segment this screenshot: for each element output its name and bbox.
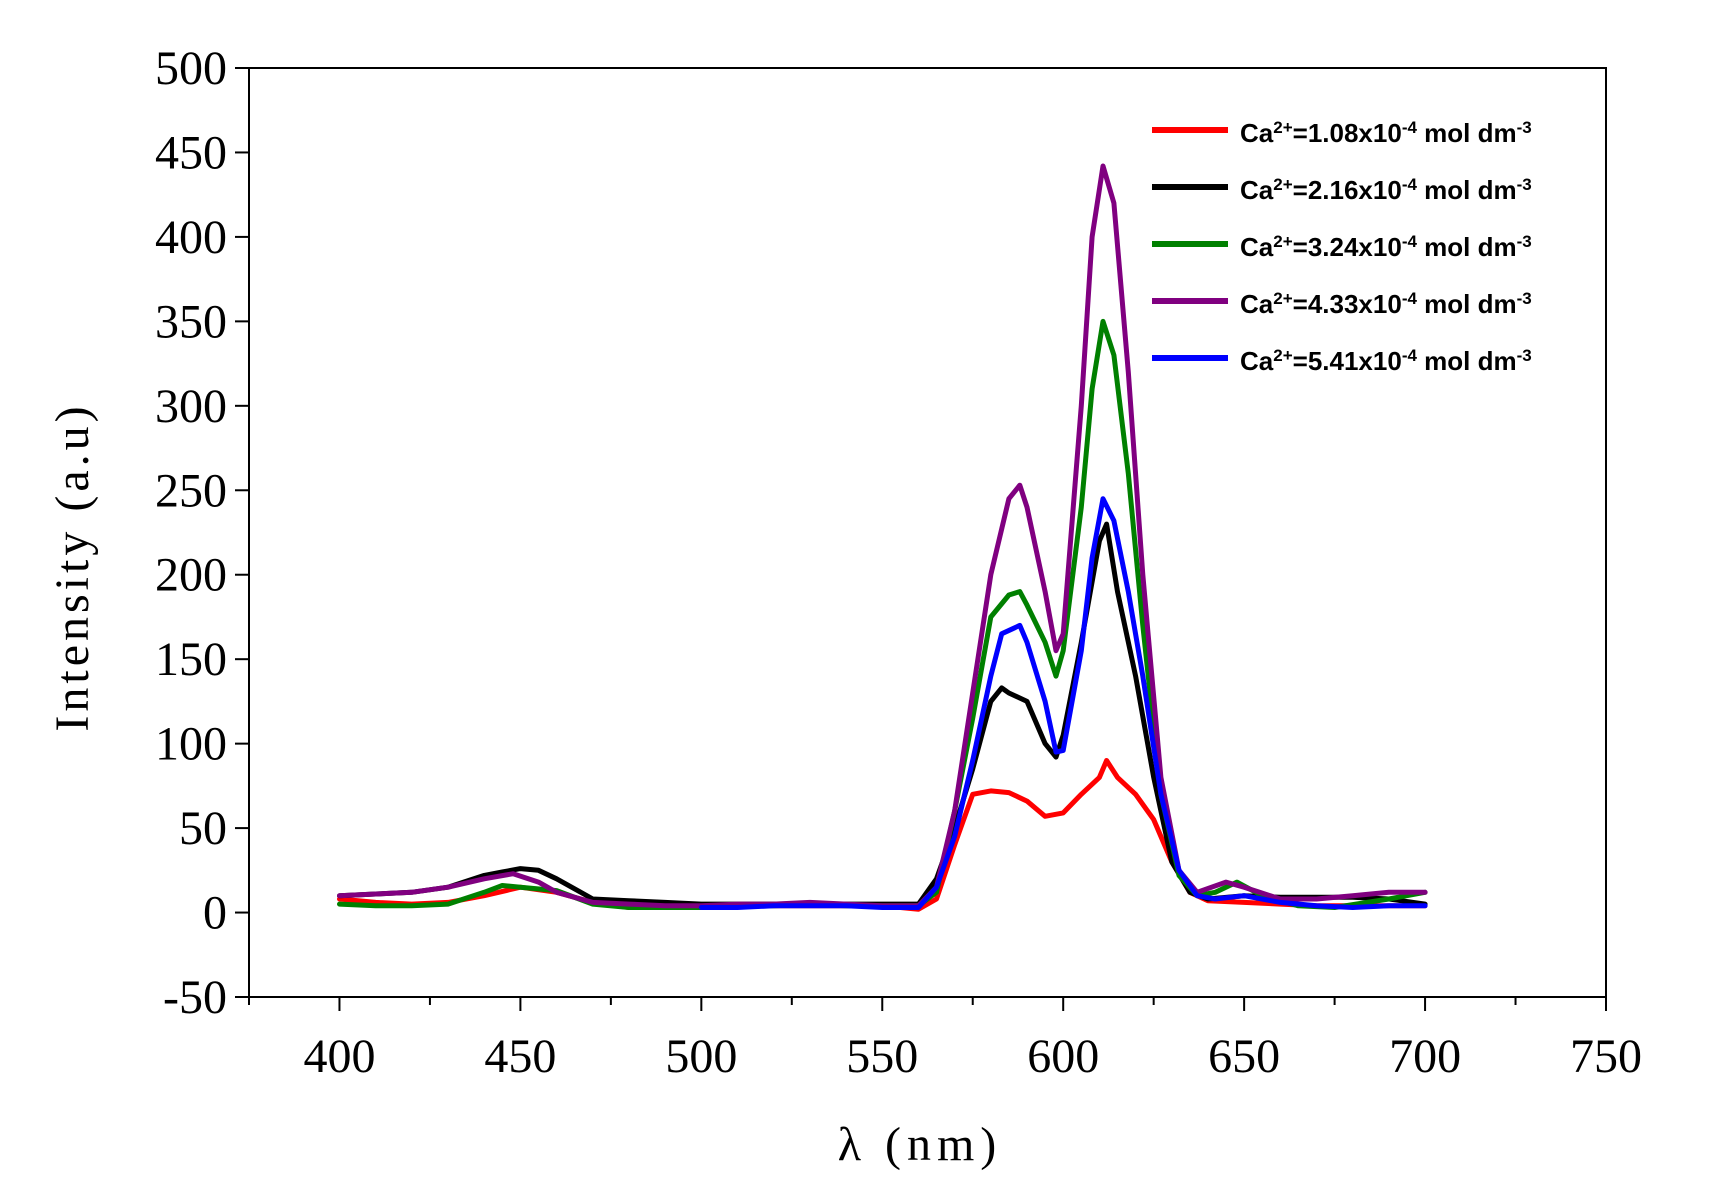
- y-tick-label: 0: [203, 887, 227, 940]
- legend-label: Ca2+=5.41x10-4 mol dm-3: [1240, 346, 1532, 377]
- y-tick-label: 300: [155, 380, 227, 433]
- legend-label: Ca2+=4.33x10-4 mol dm-3: [1240, 289, 1532, 320]
- x-tick-label: 650: [1208, 1030, 1280, 1083]
- y-tick-label: 250: [155, 464, 227, 517]
- x-tick-label: 550: [846, 1030, 918, 1083]
- y-tick-label: 200: [155, 549, 227, 602]
- x-tick-label: 500: [665, 1030, 737, 1083]
- x-axis-ticks: 400 450 500 550 600 650 700 750: [248, 997, 1642, 1083]
- plot-frame: [248, 67, 1607, 998]
- series-line-5: [698, 496, 1428, 910]
- y-axis-ticks: -50 0 50 100 150 200 250 300 350 400 450 500: [155, 42, 249, 1024]
- series-line-3: [337, 318, 1428, 910]
- legend-label: Ca2+=3.24x10-4 mol dm-3: [1240, 232, 1532, 263]
- x-tick-label: 700: [1389, 1030, 1461, 1083]
- x-tick-label: 750: [1570, 1030, 1642, 1083]
- legend: Ca2+=1.08x10-4 mol dm-3 Ca2+=2.16x10-4 mo…: [1152, 118, 1532, 377]
- x-tick-label: 400: [303, 1030, 375, 1083]
- legend-label: Ca2+=1.08x10-4 mol dm-3: [1240, 118, 1532, 149]
- y-tick-label: 150: [155, 633, 227, 686]
- y-tick-label: 500: [155, 42, 227, 95]
- y-tick-label: 400: [155, 211, 227, 264]
- series-lines: [337, 163, 1428, 912]
- legend-label: Ca2+=2.16x10-4 mol dm-3: [1240, 175, 1532, 206]
- y-tick-label: -50: [163, 971, 227, 1024]
- y-tick-label: 450: [155, 126, 227, 179]
- y-tick-label: 100: [155, 718, 227, 771]
- x-tick-label: 600: [1027, 1030, 1099, 1083]
- x-axis-title: λ (nm): [838, 1118, 1003, 1171]
- y-axis-title: Intensity (a.u): [46, 402, 99, 731]
- axes: [248, 67, 1607, 998]
- series-line-2: [337, 521, 1428, 907]
- y-tick-label: 50: [179, 802, 227, 855]
- x-tick-label: 450: [484, 1030, 556, 1083]
- y-tick-label: 350: [155, 295, 227, 348]
- series-line-4: [337, 163, 1428, 909]
